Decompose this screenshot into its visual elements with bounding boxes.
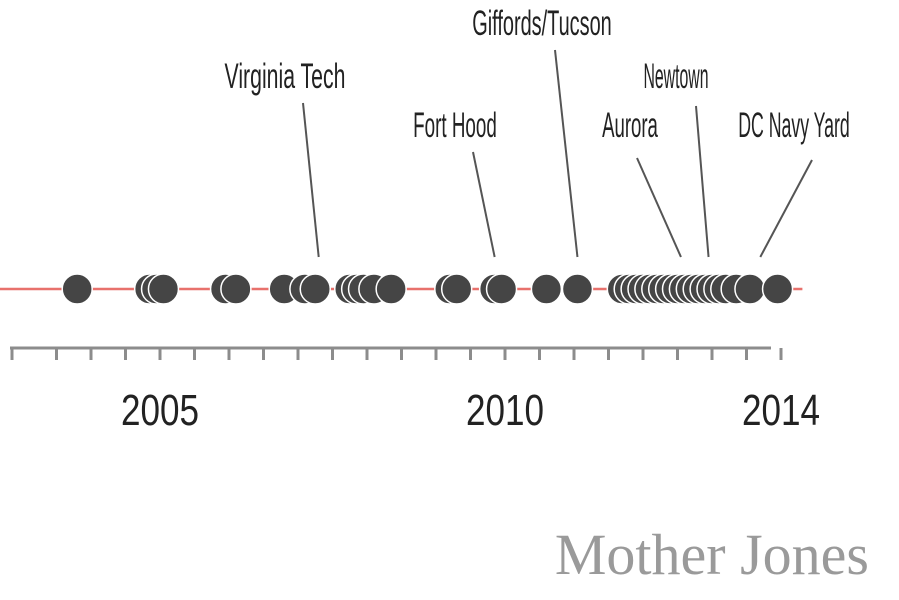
event-point — [147, 273, 180, 305]
annotation-leader-line — [695, 105, 710, 258]
annotation-leader-line — [759, 159, 813, 258]
event-points — [61, 273, 794, 305]
x-tick-label: 2005 — [121, 386, 199, 435]
annotation-leader-line — [554, 49, 579, 258]
annotation-label: Fort Hood — [413, 106, 497, 145]
x-axis: 2005 2010 2014 — [10, 346, 820, 435]
event-point — [299, 273, 331, 305]
event-point — [220, 273, 252, 305]
annotation-leader-line — [302, 102, 320, 258]
event-point — [530, 273, 563, 305]
annotation-leader-line — [636, 157, 682, 258]
annotation-labels: Virginia Tech Fort Hood Giffords/Tucson Aur… — [225, 4, 850, 145]
annotation-label: Giffords/Tucson — [472, 4, 612, 43]
annotation-label: Aurora — [602, 106, 658, 145]
annotation-leader-lines — [302, 49, 813, 258]
event-point — [761, 273, 794, 305]
event-point — [734, 273, 766, 305]
annotation-label: Virginia Tech — [225, 57, 346, 96]
annotation-leader-line — [472, 151, 496, 258]
x-tick-label: 2014 — [742, 386, 820, 435]
annotation-label: DC Navy Yard — [738, 106, 850, 145]
event-point — [375, 273, 407, 305]
publisher-credit: Mother Jones — [554, 522, 869, 587]
x-tick-label: 2010 — [466, 386, 544, 435]
event-point — [440, 273, 473, 305]
annotation-label: Newtown — [643, 57, 708, 96]
event-point — [561, 273, 594, 305]
event-point — [61, 273, 93, 305]
event-point — [485, 273, 518, 305]
